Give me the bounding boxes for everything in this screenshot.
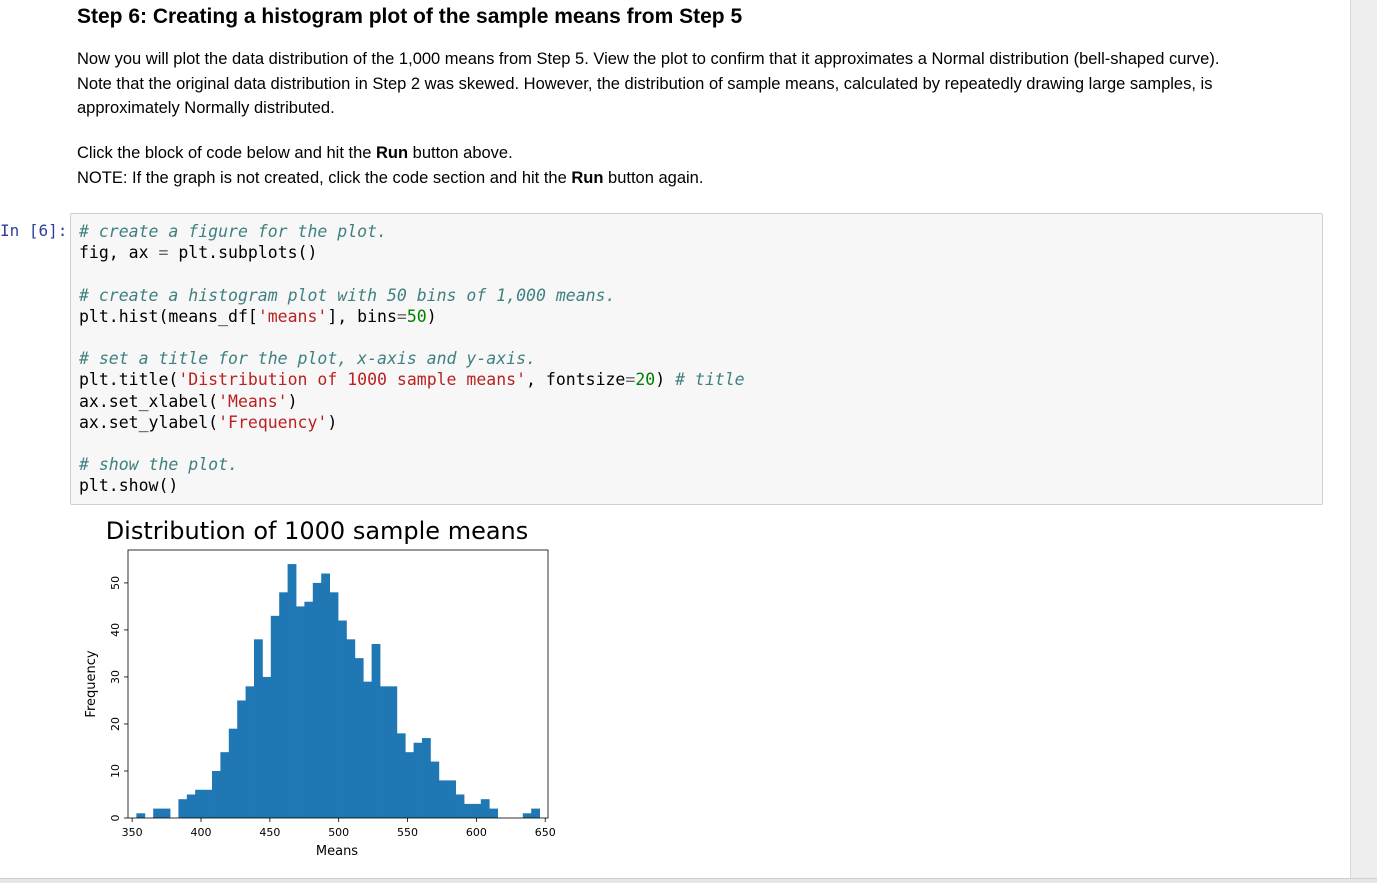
histogram-bar — [178, 799, 188, 818]
y-tick-label: 30 — [109, 670, 122, 684]
code-line: # create a figure for the plot. — [79, 222, 387, 241]
code-cell[interactable]: # create a figure for the plot. fig, ax … — [70, 213, 1323, 505]
code-line: plt.hist(means_df['means'], bins=50) — [79, 306, 437, 326]
note-text: NOTE: If the graph is not created, click… — [77, 169, 572, 187]
histogram-bar — [354, 658, 364, 818]
histogram-bar — [438, 780, 448, 818]
histogram-bar — [455, 794, 465, 818]
histogram-bar — [430, 761, 440, 818]
histogram-bar — [161, 808, 171, 818]
run-bold-text: Run — [571, 169, 604, 187]
x-ticks-group: 350 400 450 500 550 600 650 — [122, 818, 556, 839]
code-line: plt.show() — [79, 476, 179, 496]
instructions-paragraph: Now you will plot the data distribution … — [77, 47, 1317, 121]
histogram-bar — [296, 606, 305, 818]
histogram-bar — [413, 742, 423, 818]
y-tick-label: 0 — [109, 815, 122, 822]
histogram-bar — [212, 770, 221, 818]
histogram-bar — [321, 573, 330, 818]
code-line: ax.set_xlabel('Means') — [79, 391, 298, 411]
y-tick-label: 40 — [109, 623, 122, 637]
x-tick-label: 650 — [535, 826, 556, 839]
code-line: # create a histogram plot with 50 bins o… — [79, 285, 616, 305]
histogram-bar — [522, 813, 532, 818]
histogram-bar — [363, 681, 372, 818]
histogram-bar — [279, 592, 288, 818]
histogram-bar — [338, 620, 347, 818]
click-instruction: Click the block of code below and hit th… — [77, 141, 1317, 166]
histogram-bar — [312, 582, 322, 818]
histogram-bar — [489, 808, 498, 818]
histogram-bar — [480, 799, 490, 818]
histogram-bar — [186, 794, 196, 818]
run-bold-text: Run — [376, 144, 409, 162]
x-axis-label: Means — [316, 844, 358, 859]
code-line: ax.set_ylabel('Frequency') — [79, 412, 338, 432]
histogram-bar — [531, 808, 540, 818]
histogram-bar — [405, 752, 414, 818]
histogram-output: Distribution of 1000 sample means 0 10 20 3… — [76, 512, 566, 867]
histogram-bar — [153, 808, 162, 818]
histogram-bar — [396, 733, 406, 818]
cell-prompt: In [6]: — [0, 221, 68, 240]
paragraph-line: approximately Normally distributed. — [77, 99, 335, 117]
x-tick-label: 400 — [190, 826, 211, 839]
x-tick-label: 500 — [328, 826, 349, 839]
x-tick-label: 350 — [122, 826, 143, 839]
y-tick-label: 20 — [109, 717, 122, 731]
code-line: plt.title('Distribution of 1000 sample m… — [79, 370, 745, 390]
histogram-bar — [472, 803, 482, 818]
histogram-bar — [220, 752, 230, 818]
histogram-bar — [422, 738, 431, 818]
code-line: fig, ax = plt.subplots() — [79, 243, 318, 263]
bottom-divider — [0, 878, 1377, 883]
histogram-bar — [464, 803, 473, 818]
y-ticks-group: 0 10 20 30 40 50 — [109, 576, 128, 822]
notebook-page: Step 6: Creating a histogram plot of the… — [0, 5, 1323, 867]
histogram-bar — [270, 615, 280, 818]
x-tick-label: 550 — [397, 826, 418, 839]
histogram-bar — [304, 601, 314, 818]
histogram-bar — [228, 728, 238, 818]
histogram-bar — [136, 813, 146, 818]
chart-title: Distribution of 1000 sample means — [106, 517, 529, 545]
histogram-bar — [203, 789, 213, 818]
click-text-end: button above. — [408, 144, 513, 162]
histogram-bar — [346, 639, 356, 818]
paragraph-line: Note that the original data distribution… — [77, 74, 1213, 93]
y-tick-label: 50 — [109, 576, 122, 590]
note-text-end: button again. — [603, 169, 704, 187]
y-axis-label: Frequency — [84, 650, 99, 717]
histogram-bar — [262, 676, 272, 818]
bars-group — [136, 564, 540, 818]
step-heading: Step 6: Creating a histogram plot of the… — [77, 5, 743, 28]
scrollbar-gutter[interactable] — [1350, 0, 1377, 882]
x-tick-label: 600 — [466, 826, 487, 839]
histogram-bar — [380, 686, 389, 818]
code-line: # set a title for the plot, x-axis and y… — [79, 349, 536, 369]
paragraph-line: Now you will plot the data distribution … — [77, 50, 1220, 68]
histogram-bar — [245, 686, 255, 818]
x-tick-label: 450 — [259, 826, 280, 839]
histogram-bar — [237, 700, 246, 818]
histogram-bar — [447, 780, 456, 818]
histogram-chart: Distribution of 1000 sample means 0 10 20 3… — [84, 517, 556, 859]
note-instruction: NOTE: If the graph is not created, click… — [77, 166, 1317, 191]
y-tick-label: 10 — [109, 764, 122, 778]
code-line: # show the plot. — [79, 455, 238, 475]
click-text: Click the block of code below and hit th… — [77, 144, 377, 162]
histogram-bar — [371, 644, 381, 818]
code-editor[interactable]: # create a figure for the plot. fig, ax … — [79, 221, 745, 497]
histogram-bar — [195, 789, 204, 818]
histogram-bar — [287, 564, 297, 818]
histogram-bar — [254, 639, 263, 818]
plot-frame — [127, 549, 549, 819]
histogram-bar — [329, 592, 339, 818]
histogram-bar — [388, 686, 398, 818]
